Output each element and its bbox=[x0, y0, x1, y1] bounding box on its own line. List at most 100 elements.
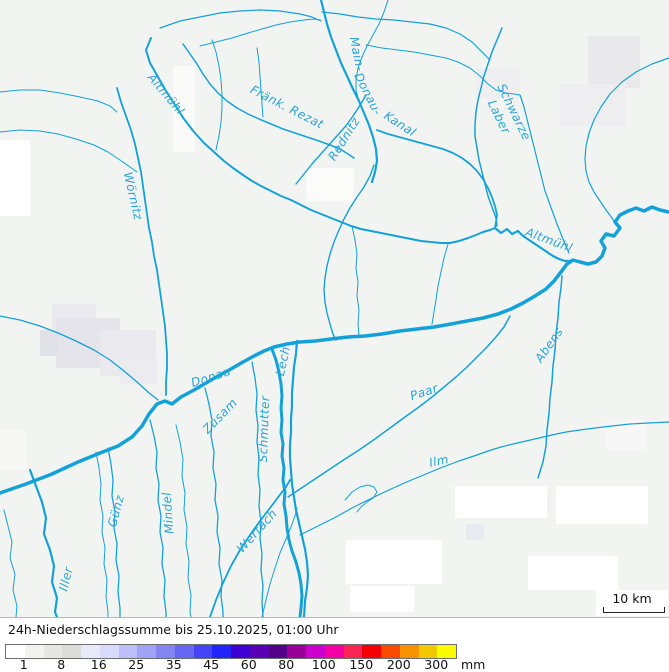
colorbar-segment bbox=[6, 645, 25, 658]
river-path-lech-hook bbox=[344, 484, 378, 513]
river-path-mid-connector-a bbox=[351, 225, 360, 336]
colorbar-tick: 16 bbox=[90, 657, 107, 672]
precip-patch bbox=[466, 524, 484, 540]
colorbar-segment bbox=[231, 645, 250, 658]
colorbar-tick: 80 bbox=[278, 657, 295, 672]
colorbar-tick: 200 bbox=[386, 657, 411, 672]
river-path-ne-river-a bbox=[321, 11, 491, 61]
colorbar-segment bbox=[418, 645, 438, 658]
colorbar-segment bbox=[118, 645, 138, 658]
river-path-abens bbox=[537, 275, 563, 479]
legend-title: 24h-Niederschlagssumme bis 25.10.2025, 0… bbox=[8, 622, 339, 637]
river-path-left-edge-small bbox=[3, 509, 18, 617]
precip-patch bbox=[40, 330, 58, 356]
river-path-kanal-south bbox=[323, 164, 375, 341]
colorbar-tick: 35 bbox=[165, 657, 182, 672]
river-path-altmuehl-upper bbox=[145, 37, 496, 244]
precip-patch bbox=[120, 358, 158, 384]
river-path-weisse-laber bbox=[519, 94, 570, 254]
river-path-donau bbox=[0, 205, 669, 495]
river-path-top-river-a bbox=[159, 9, 322, 29]
colorbar-tick: 8 bbox=[57, 657, 66, 672]
legend-panel: 24h-Niederschlagssumme bis 25.10.2025, 0… bbox=[0, 617, 669, 672]
colorbar-segment bbox=[249, 645, 269, 658]
river-path-rezat-n-branch bbox=[256, 47, 264, 118]
colorbar-segment bbox=[381, 645, 400, 658]
river-path-woernitz-trib-a bbox=[0, 89, 118, 113]
river-path-ne-top-branch bbox=[355, 0, 389, 99]
precipitation-map: Altmühl Wörnitz Fränk. Rezat Main- Donau- Kan… bbox=[0, 0, 669, 617]
river-path-guenz-companion bbox=[95, 451, 109, 617]
river-path-ne-edge-trib bbox=[584, 57, 669, 226]
precip-patch bbox=[346, 540, 442, 584]
precip-patch bbox=[476, 68, 520, 98]
river-path-altmuehl-east bbox=[493, 226, 573, 263]
colorbar-tick: 100 bbox=[311, 657, 336, 672]
river-path-altmuehl-n-branch bbox=[211, 39, 223, 151]
colorbar-segment bbox=[43, 645, 63, 658]
river-path-mindel bbox=[149, 419, 167, 617]
colorbar-tick: 1 bbox=[19, 657, 28, 672]
colorbar-segment bbox=[156, 645, 175, 658]
colorbar-segment bbox=[287, 645, 306, 658]
river-path-paar bbox=[287, 315, 511, 498]
colorbar-segment bbox=[81, 645, 100, 658]
river-path-lech-east-channel bbox=[288, 339, 310, 617]
colorbar-segment bbox=[62, 645, 81, 658]
precip-patch bbox=[306, 168, 354, 202]
colorbar-segment bbox=[174, 645, 194, 658]
precip-patch bbox=[455, 486, 547, 518]
river-path-left-mid-trib bbox=[0, 315, 159, 401]
scalebar-bracket bbox=[603, 607, 665, 613]
colorbar-tick: 60 bbox=[240, 657, 257, 672]
colorbar-segment bbox=[437, 645, 456, 658]
river-path-fraenkische-rezat bbox=[182, 43, 355, 159]
colorbar-unit: mm bbox=[461, 657, 486, 672]
colorbar-tick: 150 bbox=[349, 657, 374, 672]
river-path-mid-connector-b bbox=[431, 243, 449, 325]
colorbar-tick: 300 bbox=[424, 657, 449, 672]
precip-patch bbox=[0, 430, 26, 470]
river-path-top-river-b bbox=[199, 18, 321, 47]
colorbar-segment bbox=[24, 645, 44, 658]
precip-patch bbox=[173, 66, 195, 152]
river-path-woernitz bbox=[116, 87, 168, 396]
colorbar-segment bbox=[212, 645, 231, 658]
precip-patch bbox=[528, 556, 618, 590]
colorbar-segment bbox=[399, 645, 419, 658]
colorbar-segment bbox=[137, 645, 156, 658]
colorbar-segment bbox=[343, 645, 363, 658]
river-path-kanal-branch bbox=[376, 129, 498, 229]
colorbar-segment bbox=[324, 645, 344, 658]
river-path-ilm bbox=[299, 421, 669, 536]
river-path-kammel bbox=[175, 424, 192, 617]
colorbar-segment bbox=[306, 645, 325, 658]
river-path-regnitz-kanal-main bbox=[319, 0, 379, 184]
precip-patch bbox=[560, 84, 626, 126]
precip-patch bbox=[0, 140, 30, 216]
river-path-rednitz bbox=[295, 94, 367, 185]
river-path-woernitz-trib-b bbox=[0, 129, 138, 173]
colorbar-segment bbox=[99, 645, 119, 658]
precip-patch bbox=[588, 36, 640, 88]
colorbar-tick: 25 bbox=[128, 657, 145, 672]
map-scalebar: 10 km bbox=[596, 590, 668, 616]
precip-patch bbox=[556, 486, 648, 524]
river-path-ne-river-b bbox=[365, 44, 521, 96]
colorbar-segment bbox=[193, 645, 213, 658]
river-path-wertach-companion bbox=[261, 507, 298, 617]
colorbar-segment bbox=[362, 645, 381, 658]
river-path-schwarze-laber bbox=[474, 27, 503, 227]
colorbar-tick: 45 bbox=[203, 657, 220, 672]
precip-patch bbox=[350, 586, 414, 612]
river-path-lech bbox=[270, 347, 304, 617]
river-network bbox=[0, 0, 669, 617]
river-path-iller bbox=[28, 468, 59, 617]
river-path-zusam bbox=[204, 387, 224, 617]
river-path-schmutter bbox=[251, 361, 264, 617]
river-path-guenz bbox=[107, 447, 121, 617]
scalebar-label: 10 km bbox=[612, 591, 652, 606]
precipitation-colorbar bbox=[5, 644, 457, 659]
river-path-wertach bbox=[209, 479, 291, 617]
colorbar-segment bbox=[268, 645, 288, 658]
